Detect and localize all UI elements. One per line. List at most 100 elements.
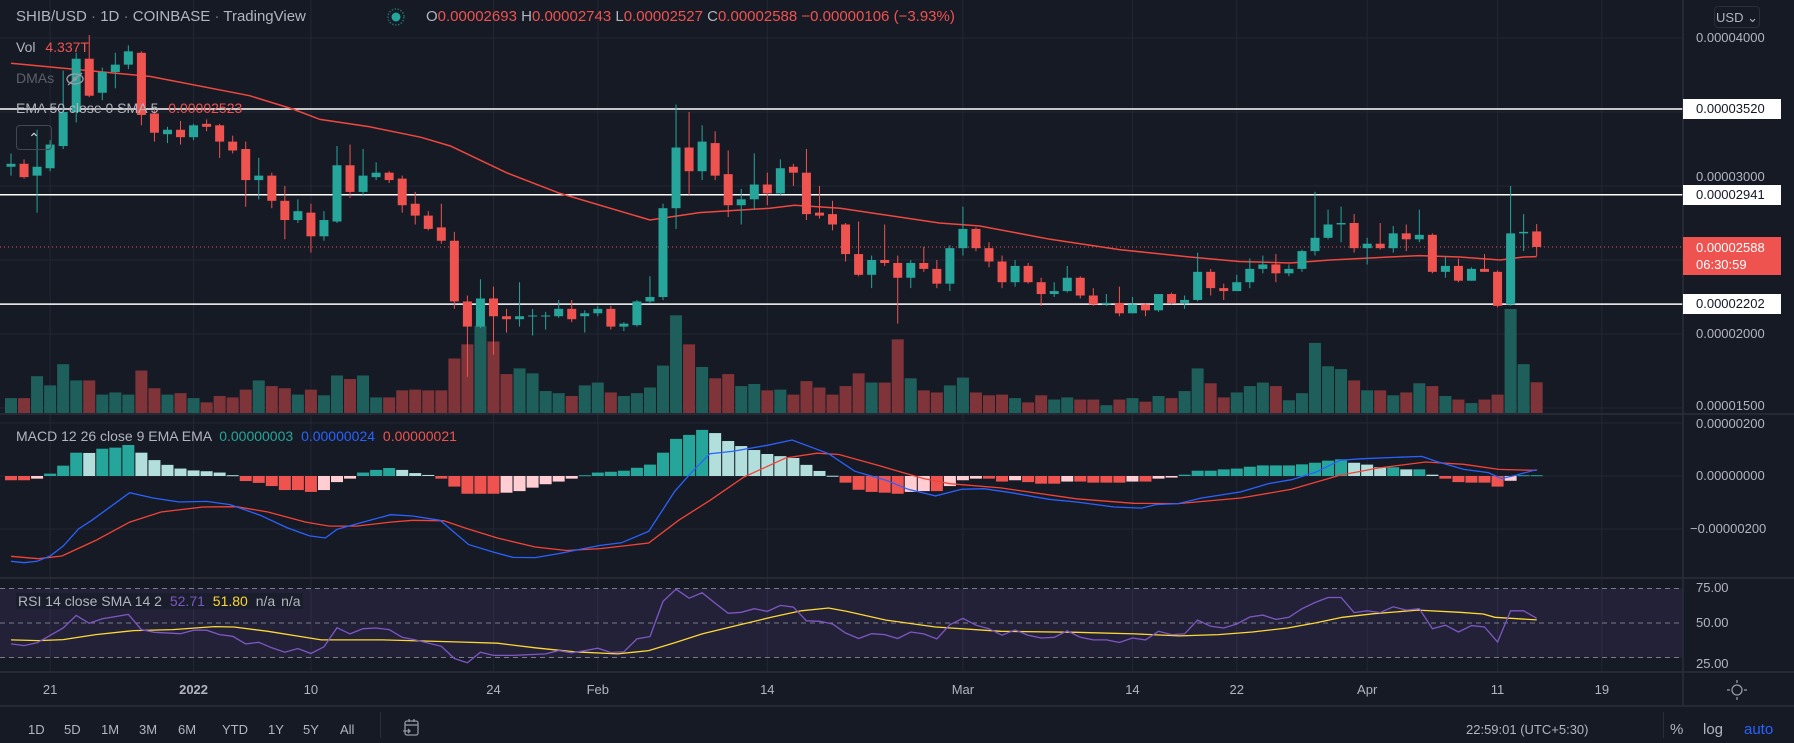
candle [619, 322, 629, 332]
volume-bar [643, 387, 656, 413]
candle-body [1062, 277, 1072, 292]
candle [19, 159, 29, 179]
level-price-label[interactable]: 0.00002941 [1683, 184, 1781, 205]
candle [123, 45, 133, 70]
candle-body [32, 166, 42, 176]
macd-histogram-bar [969, 476, 982, 479]
candle [1506, 186, 1516, 306]
clock-timezone[interactable]: 22:59:01 (UTC+5:30) [1466, 722, 1589, 737]
candle [1519, 214, 1529, 252]
candle [867, 255, 877, 289]
dmas-legend[interactable]: DMAs [16, 70, 86, 87]
macd-axis-label: 0.00000200 [1696, 416, 1765, 431]
horizontal-level-lines[interactable] [0, 108, 1683, 305]
candle [97, 67, 107, 101]
level-price-label[interactable]: 0.00002202 [1683, 294, 1781, 315]
candle [1336, 206, 1346, 243]
range-button-6m[interactable]: 6M [178, 722, 197, 737]
volume-bar [891, 339, 904, 413]
hidden-eye-icon[interactable] [64, 71, 86, 87]
rsi-sma-line [10, 607, 1537, 655]
macd-histogram-bar [1400, 469, 1413, 476]
auto-scale-button[interactable]: auto [1744, 721, 1774, 738]
candle [828, 200, 838, 231]
volume-bar [604, 392, 617, 413]
macd-axis-label: 0.00000000 [1696, 468, 1765, 483]
macd-histogram-bar [617, 470, 630, 476]
volume-bar [1230, 392, 1243, 413]
candle [671, 104, 681, 229]
settings-sun-icon[interactable] [1726, 679, 1748, 701]
volume-bar [1295, 393, 1308, 413]
volume-bar [409, 389, 422, 413]
macd-histogram-bar [943, 476, 956, 487]
macd-histogram-bar [344, 476, 357, 479]
percent-scale-button[interactable]: % [1670, 721, 1684, 738]
macd-histogram-bar [148, 460, 161, 476]
price-axis-label: 0.00003000 [1696, 168, 1765, 184]
macd-legend[interactable]: MACD 12 26 close 9 EMA EMA 0.00000003 0.… [16, 428, 457, 444]
candle-body [1114, 302, 1124, 314]
volume-legend[interactable]: Vol 4.337T [16, 39, 89, 55]
goto-date-calendar-icon[interactable] [402, 718, 420, 738]
macd-histogram-bar [552, 476, 565, 482]
candle-body [658, 208, 668, 297]
candle-body [228, 141, 238, 151]
candle [854, 221, 864, 277]
currency-dropdown[interactable]: USD ⌄ [1714, 6, 1760, 28]
range-button-5y[interactable]: 5Y [303, 722, 319, 737]
candle [1101, 294, 1111, 306]
range-button-3m[interactable]: 3M [139, 722, 158, 737]
candle [749, 153, 759, 210]
volume-bar [813, 387, 826, 413]
volume-bar [70, 380, 83, 413]
volume-bar [304, 389, 317, 413]
log-scale-button[interactable]: log [1703, 721, 1724, 738]
candle-body [1219, 288, 1229, 292]
macd-line-value: 0.00000024 [301, 428, 376, 444]
macd-histogram-bar [852, 476, 865, 490]
symbol-title[interactable]: SHIB/USD · 1D · COINBASE · TradingView [16, 8, 306, 26]
range-button-1d[interactable]: 1D [28, 722, 45, 737]
candle-body [984, 248, 994, 262]
volume-bar [1152, 396, 1165, 413]
candle [502, 308, 512, 333]
macd-histogram-bar [18, 476, 31, 481]
candle [45, 140, 55, 172]
low-label: L [615, 8, 624, 25]
close-label: C [707, 8, 718, 25]
macd-histogram-bar [409, 473, 422, 476]
ema-legend[interactable]: EMA 50 close 0 SMA 5 0.00002523 [16, 100, 242, 116]
separator: · [214, 8, 220, 25]
macd-hist-value: 0.00000003 [219, 428, 294, 444]
range-button-1y[interactable]: 1Y [268, 722, 284, 737]
volume-bar [630, 393, 643, 413]
level-price-label[interactable]: 0.00003520 [1683, 99, 1781, 120]
range-button-1m[interactable]: 1M [101, 722, 120, 737]
volume-bar [1269, 386, 1282, 413]
macd-histogram-bar [709, 433, 722, 476]
macd-histogram-bar [1256, 465, 1269, 476]
candle-body [528, 315, 538, 317]
volume-bar [1504, 308, 1517, 413]
candle-body [189, 125, 199, 138]
range-button-5d[interactable]: 5D [64, 722, 81, 737]
macd-histogram-bar [1100, 476, 1113, 483]
market-status-icon[interactable] [387, 8, 405, 26]
candle [567, 299, 577, 323]
dmas-label: DMAs [16, 70, 55, 86]
candle [801, 149, 811, 221]
candle-body [475, 298, 485, 327]
volume-bar [1282, 400, 1295, 413]
candle [593, 305, 603, 317]
candle [710, 131, 720, 181]
candle-body [919, 262, 929, 269]
range-button-all[interactable]: All [340, 722, 355, 737]
range-button-ytd[interactable]: YTD [222, 722, 248, 737]
rsi-legend[interactable]: RSI 14 close SMA 14 2 52.71 51.80 n/a n/… [16, 593, 303, 609]
candle-body [1362, 243, 1372, 249]
candle [84, 35, 94, 98]
collapse-legend-button[interactable]: ⌃ [16, 125, 52, 150]
toolbar-divider [380, 712, 381, 738]
